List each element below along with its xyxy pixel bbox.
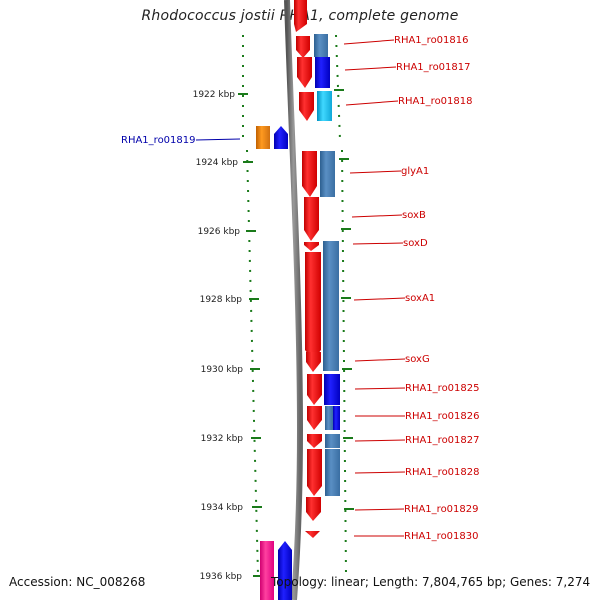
forward-strand-genes (294, 0, 322, 538)
gene-arrow-forward[interactable] (304, 197, 319, 241)
gene-block-steelblue[interactable] (323, 241, 339, 371)
reverse-strand-genes (314, 34, 340, 496)
chromosome-backbone (284, 0, 304, 600)
tick-label: 1934 kbp (201, 503, 244, 513)
topology-summary: Topology: linear; Length: 7,804,765 bp; … (271, 575, 591, 589)
gene-label[interactable]: glyA1 (401, 166, 429, 177)
gene-label[interactable]: RHA1_ro01818 (398, 96, 473, 107)
gene-label[interactable]: RHA1_ro01819 (121, 135, 196, 146)
gene-label[interactable]: soxD (403, 238, 428, 249)
tick-label: 1932 kbp (201, 434, 244, 444)
gene-arrow-forward[interactable] (304, 242, 319, 251)
gene-label[interactable]: soxA1 (405, 293, 435, 304)
gene-label[interactable]: RHA1_ro01825 (405, 383, 480, 394)
tick-label: 1930 kbp (201, 365, 244, 375)
gene-arrow-reverse[interactable] (278, 541, 292, 600)
gene-arrow-forward[interactable] (307, 449, 322, 496)
gene-arrow-forward[interactable] (294, 0, 307, 32)
gene-label[interactable]: RHA1_ro01826 (405, 411, 480, 422)
gene-label[interactable]: RHA1_ro01817 (396, 62, 471, 73)
gene-label[interactable]: RHA1_ro01816 (394, 35, 469, 46)
gene-arrow-forward[interactable] (306, 352, 321, 372)
tick-label: 1922 kbp (193, 90, 236, 100)
gene-label[interactable]: RHA1_ro01830 (404, 531, 479, 542)
gene-arrow-forward[interactable] (305, 531, 320, 538)
tick-label: 1936 kbp (200, 572, 243, 582)
gene-arrow-forward[interactable] (297, 57, 312, 88)
gene-arrow-forward[interactable] (302, 151, 317, 197)
tick-label: 1928 kbp (200, 295, 243, 305)
gene-label[interactable]: soxG (405, 354, 430, 365)
gene-arrow-forward[interactable] (307, 374, 322, 405)
gene-label[interactable]: soxB (402, 210, 426, 221)
gene-label[interactable]: RHA1_ro01828 (405, 467, 480, 478)
gene-block-blue[interactable] (324, 374, 340, 405)
gene-label[interactable]: RHA1_ro01829 (404, 504, 479, 515)
tick-label: 1926 kbp (198, 227, 241, 237)
gene-block-blue[interactable] (315, 57, 330, 88)
gene-block-magenta[interactable] (260, 541, 274, 600)
gene-arrow-forward[interactable] (305, 252, 321, 360)
gene-arrow-forward[interactable] (307, 406, 322, 430)
guide-rails (242, 34, 347, 576)
gene-block-cyan[interactable] (317, 91, 332, 121)
label-leader-lines (195, 39, 406, 537)
gene-block-steelblue[interactable] (325, 449, 340, 496)
axis-tick-labels: 1922 kbp 1924 kbp 1926 kbp 1928 kbp 1930… (193, 90, 244, 582)
gene-arrow-forward[interactable] (299, 92, 314, 121)
gene-block-steelblue[interactable] (320, 151, 335, 197)
accession-label: Accession: NC_008268 (9, 575, 146, 589)
gene-arrow-forward[interactable] (296, 36, 310, 58)
gene-labels: RHA1_ro01816 RHA1_ro01817 RHA1_ro01818 R… (121, 35, 480, 542)
left-side-genes (256, 126, 288, 149)
gene-block-blue[interactable] (333, 406, 340, 430)
gene-block-orange[interactable] (256, 126, 270, 149)
gene-arrow-forward[interactable] (306, 497, 321, 521)
tick-label: 1924 kbp (196, 158, 239, 168)
bottom-genes (260, 541, 292, 600)
gene-block-steelblue[interactable] (325, 434, 340, 448)
gene-block-steelblue[interactable] (314, 34, 328, 57)
gene-arrow-forward[interactable] (307, 434, 322, 448)
gene-arrow-reverse[interactable] (274, 126, 288, 149)
gene-block-steelblue[interactable] (325, 406, 333, 430)
gene-label[interactable]: RHA1_ro01827 (405, 435, 480, 446)
